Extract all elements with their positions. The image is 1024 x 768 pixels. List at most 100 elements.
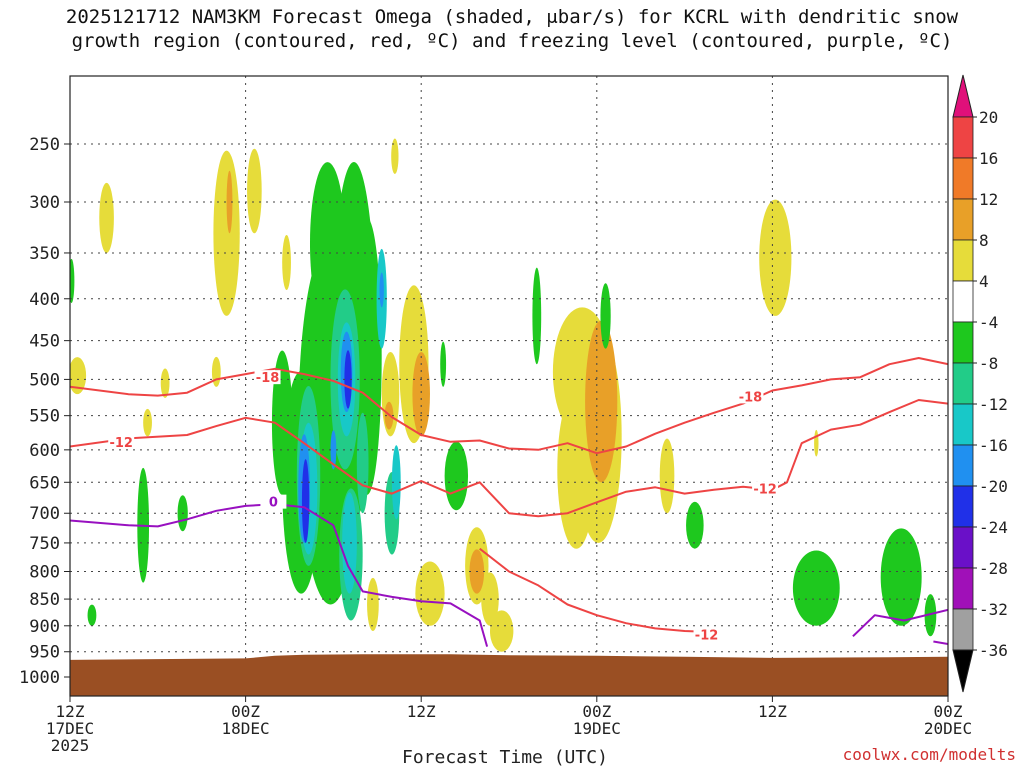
contour-label-bg <box>108 434 135 449</box>
contour-label-bg <box>752 481 779 496</box>
plot-frame <box>69 75 949 697</box>
y-tick-label: 700 <box>29 504 60 524</box>
omega-negative-cell <box>792 550 840 626</box>
freezing-level-contour <box>852 608 948 638</box>
x-tick-label: 12Z <box>758 702 787 721</box>
omega-positive-strong-cell <box>226 170 233 234</box>
omega-shading-layer <box>70 138 937 652</box>
omega-positive-cell <box>489 610 514 652</box>
omega-negative-cell <box>342 492 357 594</box>
contour-label: -18 <box>739 390 763 405</box>
colorbar-arrow-top <box>952 74 974 118</box>
colorbar-bin <box>952 444 974 487</box>
colorbar-bin <box>952 198 974 241</box>
contour-label-bg <box>260 494 287 509</box>
y-tick-label: 600 <box>29 441 60 461</box>
omega-negative-cell <box>379 272 384 308</box>
colorbar-label: 8 <box>979 231 989 250</box>
y-tick-label: 250 <box>29 135 60 155</box>
x-tick-label: 00Z <box>582 702 611 721</box>
colorbar-bin <box>952 157 974 200</box>
omega-negative-cell <box>87 604 97 626</box>
omega-negative-cell <box>344 350 352 409</box>
dgz-contour-minus18 <box>70 357 948 455</box>
x-axis-label: Forecast Time (UTC) <box>402 747 608 768</box>
omega-negative-cell <box>532 267 542 365</box>
omega-positive-cell <box>367 577 379 632</box>
colorbar: 20 16 12 8 4 -4 -8 -12 -16 -20 -24 -28 -32 -36 <box>952 74 1008 693</box>
contour-label-bg <box>737 389 764 404</box>
contour-label: 0 <box>269 496 278 511</box>
omega-positive-cell <box>70 357 87 395</box>
omega-positive-cell <box>415 561 445 626</box>
colorbar-label: -32 <box>979 600 1008 619</box>
terrain-surface <box>70 654 948 696</box>
omega-negative-cell <box>924 594 937 637</box>
x-tick-label: 20DEC <box>924 719 972 738</box>
colorbar-label: -20 <box>979 477 1008 496</box>
x-tick-label: 00Z <box>934 702 963 721</box>
omega-negative-cell <box>880 528 922 626</box>
chart-title-line2: growth region (contoured, red, ºC) and f… <box>71 30 953 52</box>
colorbar-label: -16 <box>979 436 1008 455</box>
x-tick-label: 2025 <box>51 736 90 755</box>
y-tick-label: 350 <box>29 244 60 264</box>
contour-label-bg <box>254 370 281 385</box>
omega-negative-cell <box>301 459 310 543</box>
colorbar-label: 20 <box>979 108 998 127</box>
colorbar-label: -12 <box>979 395 1008 414</box>
omega-negative-cell <box>271 350 293 495</box>
colorbar-bin <box>952 116 974 159</box>
contour-label: -18 <box>256 371 280 386</box>
colorbar-label: -8 <box>979 354 998 373</box>
x-tick-label: 19DEC <box>573 719 621 738</box>
y-tick-label: 950 <box>29 643 60 663</box>
freezing-level-contour <box>70 503 489 647</box>
omega-negative-cell <box>600 283 611 349</box>
colorbar-label: 16 <box>979 149 998 168</box>
colorbar-bin <box>952 608 974 651</box>
dgz-contour-minus12 <box>70 399 948 518</box>
omega-positive-cell <box>213 150 240 316</box>
omega-positive-cell <box>99 182 114 253</box>
colorbar-bin <box>952 239 974 282</box>
colorbar-arrow-bottom <box>952 649 974 693</box>
omega-negative-cell <box>356 412 369 514</box>
y-tick-label: 750 <box>29 534 60 554</box>
contour-label: -12 <box>109 436 133 451</box>
omega-positive-cell <box>391 138 399 175</box>
omega-negative-cell <box>686 501 704 549</box>
omega-positive-cell <box>759 199 792 316</box>
dgz-contour-minus12-lower <box>479 547 714 634</box>
colorbar-bin <box>952 526 974 569</box>
y-tick-label: 900 <box>29 617 60 637</box>
omega-positive-strong-cell <box>585 320 618 483</box>
y-tick-label: 300 <box>29 193 60 213</box>
x-tick-label: 12Z <box>407 702 436 721</box>
omega-negative-cell <box>70 258 75 304</box>
axes-layer: 250 300 350 400 450 500 550 600 650 700 750 800 850 9… <box>19 75 972 755</box>
omega-positive-cell <box>659 438 675 514</box>
omega-negative-cell <box>440 341 447 387</box>
y-tick-label: 1000 <box>19 668 60 688</box>
contour-layer: -18 -12 -18 -12 -12 0 <box>70 357 948 647</box>
x-tick-label: 00Z <box>231 702 260 721</box>
omega-negative-cell <box>309 162 346 325</box>
contour-label: -12 <box>695 629 719 644</box>
omega-negative-cell <box>391 445 401 520</box>
omega-negative-cell <box>444 441 469 511</box>
colorbar-bin <box>952 403 974 446</box>
omega-positive-cell <box>211 356 221 387</box>
colorbar-label: 4 <box>979 272 989 291</box>
freezing-level-contour <box>933 640 948 645</box>
y-tick-label: 400 <box>29 290 60 310</box>
credit-text: coolwx.com/modelts <box>842 745 1016 764</box>
y-tick-label: 650 <box>29 473 60 493</box>
colorbar-label: -28 <box>979 559 1008 578</box>
y-tick-label: 550 <box>29 407 60 427</box>
y-tick-label: 800 <box>29 562 60 582</box>
x-tick-label: 12Z <box>56 702 85 721</box>
colorbar-label: -24 <box>979 518 1008 537</box>
omega-positive-cell <box>160 368 170 398</box>
